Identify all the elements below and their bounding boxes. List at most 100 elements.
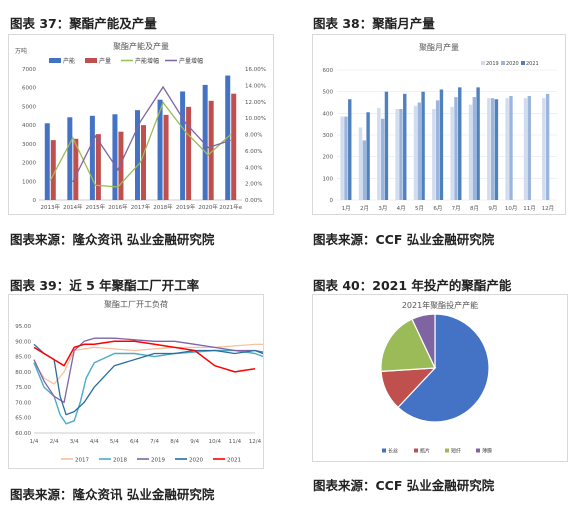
x-tick-label: 5/4: [110, 439, 119, 445]
y-tick-label: 65.00: [15, 416, 31, 422]
x-tick-label: 5月: [415, 205, 424, 212]
legend-swatch: [481, 61, 485, 65]
output-bar: [118, 131, 124, 200]
bar-2019: [542, 98, 546, 200]
bar-2020: [399, 109, 403, 200]
legend-swatch: [476, 448, 480, 453]
x-tick-label: 1/4: [30, 439, 39, 445]
capacity-bar: [44, 123, 50, 200]
y-tick-label: 1000: [22, 179, 36, 185]
bar-2019: [340, 116, 344, 200]
y2-tick-label: 2.00%: [245, 182, 262, 188]
capacity-bar: [112, 114, 118, 200]
line-2019: [33, 337, 263, 404]
legend-label: 薄膜: [482, 448, 492, 455]
panel-title-39: 图表 39：近 5 年聚酯工厂开工率: [10, 278, 200, 293]
legend-swatch: [85, 58, 97, 63]
panel-source-39: 图表来源：隆众资讯 弘业金融研究院: [10, 487, 215, 502]
panel-source-37: 图表来源：隆众资讯 弘业金融研究院: [10, 232, 215, 247]
y-tick-label: 2000: [22, 161, 36, 167]
x-tick-label: 1月: [342, 205, 351, 212]
bar-2020: [380, 118, 385, 200]
x-tick-label: 12/4: [249, 439, 262, 445]
x-tick-label: 2014年: [63, 203, 83, 211]
x-tick-label: 8月: [470, 205, 479, 212]
x-tick-label: 2月: [360, 205, 369, 212]
x-tick-label: 2020年: [198, 203, 218, 211]
y-tick-label: 400: [323, 111, 334, 117]
chart-title: 2021年聚酯投产产能: [402, 300, 478, 310]
y-tick-label: 500: [323, 90, 334, 96]
bar-2020: [362, 140, 366, 200]
bar-2021: [421, 91, 425, 200]
x-tick-label: 2017年: [131, 203, 151, 211]
operating-rate-chart: 聚酯工厂开工负荷 60.00 65.00 70.00 75.00 80.00 85.00 90…: [15, 299, 263, 464]
bar-2020: [417, 102, 421, 200]
output-bar: [141, 125, 146, 200]
bar-2021: [476, 87, 480, 200]
legend-label: 2021: [227, 458, 241, 464]
y2-tick-label: 12.00%: [245, 100, 266, 106]
bar-2020: [545, 93, 550, 200]
x-tick-label: 6月: [433, 205, 442, 212]
x-tick-label: 11/4: [229, 439, 242, 445]
panel-title-40: 图表 40：2021 年投产的聚酯产能: [313, 278, 512, 293]
y2-tick-label: 0.00%: [245, 198, 262, 204]
capacity-bar: [157, 99, 163, 200]
legend-label: 2019: [151, 458, 165, 464]
y-tick-label: 0: [33, 198, 37, 204]
x-tick-label: 8/4: [170, 439, 179, 445]
bar-2019: [395, 109, 399, 200]
y2-tick-label: 4.00%: [245, 165, 262, 171]
legend-swatch: [501, 61, 505, 65]
x-tick-label: 7月: [452, 205, 461, 212]
output-bar: [50, 140, 56, 200]
y-tick-label: 200: [323, 155, 334, 161]
chart-title: 聚酯工厂开工负荷: [104, 299, 168, 309]
x-tick-label: 11月: [523, 205, 536, 212]
panel-source-40: 图表来源：CCF 弘业金融研究院: [313, 478, 495, 493]
bar-2020: [527, 96, 531, 200]
output-bar: [73, 138, 79, 200]
capacity-growth-line: [49, 101, 232, 188]
x-tick-label: 2016年: [108, 203, 128, 211]
pie-slice-薄膜: [411, 313, 436, 369]
bar-2019: [523, 98, 528, 200]
chart-title: 聚酯月产量: [419, 42, 459, 52]
legend-swatch: [521, 61, 525, 65]
x-tick-label: 4月: [397, 205, 406, 212]
bar-2020: [509, 96, 513, 200]
legend-swatch: [382, 448, 386, 453]
x-tick-label: 7/4: [150, 439, 159, 445]
y2-tick-label: 10.00%: [245, 116, 266, 122]
x-tick-label: 4/4: [90, 439, 99, 445]
x-tick-label: 2013年: [41, 203, 61, 211]
bar-2019: [358, 127, 363, 200]
x-tick-label: 9月: [488, 205, 497, 212]
y-tick-label: 4000: [22, 123, 36, 129]
y-tick-label: 85.00: [15, 355, 31, 361]
y-tick-label: 80.00: [15, 370, 31, 376]
bar-2020: [490, 98, 495, 200]
output-bar: [186, 106, 192, 200]
y2-tick-label: 6.00%: [245, 149, 262, 155]
capacity-bar: [180, 91, 186, 200]
legend-label: 产能增幅: [135, 57, 159, 65]
bar-2021: [384, 91, 389, 200]
chart-title: 聚酯产能及产量: [113, 41, 169, 51]
panel-source-38: 图表来源：CCF 弘业金融研究院: [313, 232, 495, 247]
y-tick-label: 3000: [22, 142, 36, 148]
y-tick-label: 0: [330, 198, 334, 204]
legend-label: 2017: [75, 458, 89, 464]
y-tick-label: 95.00: [15, 324, 31, 330]
x-tick-label: 3/4: [70, 439, 79, 445]
x-tick-label: 12月: [542, 205, 555, 212]
capacity-bar: [135, 110, 140, 200]
pie-slice-长丝: [397, 313, 490, 423]
y-tick-label: 7000: [22, 67, 36, 73]
capacity-bar: [89, 115, 95, 200]
legend-swatch: [445, 448, 449, 453]
bar-2020: [344, 116, 348, 200]
